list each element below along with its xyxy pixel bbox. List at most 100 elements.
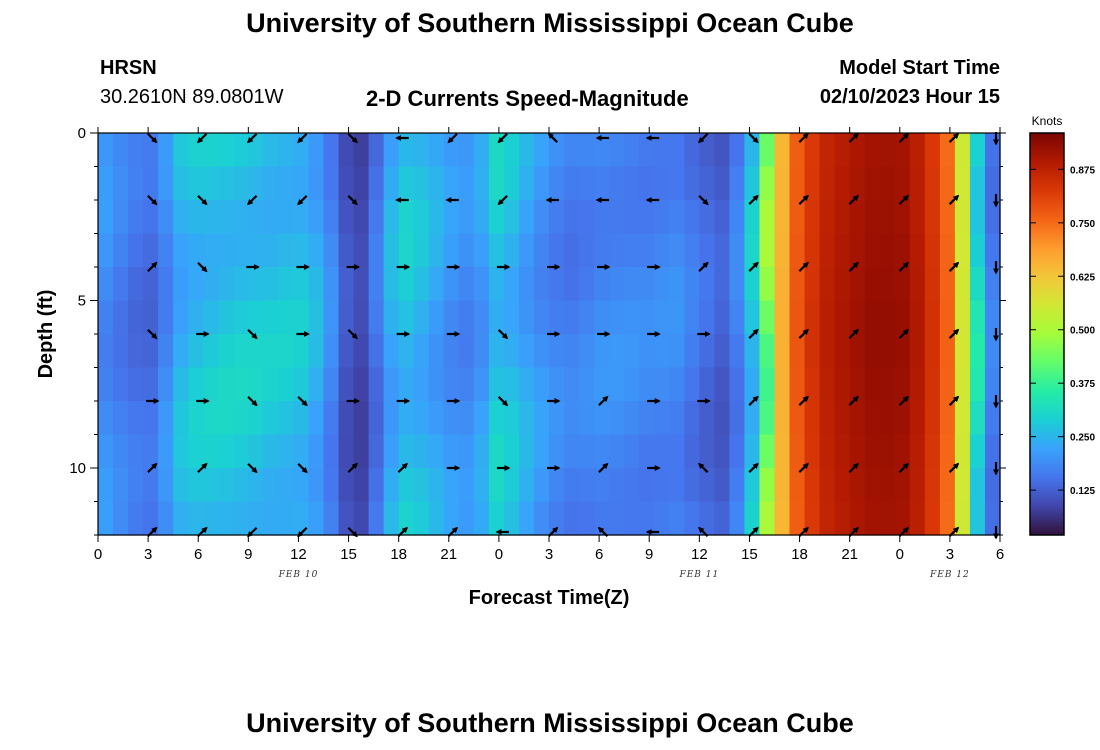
heat-cell (293, 267, 310, 302)
current-arrow (147, 329, 158, 340)
heat-cell (714, 401, 730, 436)
x-tick-label: 15 (340, 546, 357, 563)
heat-cell (864, 334, 881, 369)
colorbar-tick-label: 0.750 (1070, 219, 1095, 230)
current-arrow (497, 329, 509, 340)
heat-cell (488, 468, 505, 503)
current-arrow (848, 462, 859, 473)
heat-cell (413, 267, 430, 302)
heat-cell (533, 133, 550, 168)
heat-cell (158, 468, 174, 503)
heat-cell (113, 367, 129, 402)
heat-cell (218, 300, 234, 335)
heat-cell (533, 401, 550, 436)
heat-cell (984, 367, 1001, 402)
heat-cell (609, 401, 625, 436)
heat-cell (639, 401, 655, 436)
heat-cell (699, 300, 715, 335)
heat-cell (684, 468, 700, 503)
heat-cell (518, 233, 535, 268)
heat-cell (984, 133, 1001, 168)
heat-cell (203, 233, 219, 268)
heat-cell (143, 434, 159, 469)
heat-cell (894, 233, 911, 268)
heat-cell (804, 200, 821, 235)
heat-cell (909, 133, 926, 168)
heat-cell (338, 501, 355, 536)
heat-cell (113, 200, 129, 235)
heat-cell (729, 334, 746, 369)
heat-cell (984, 233, 1001, 268)
heat-cell (173, 267, 189, 302)
heat-cell (218, 367, 234, 402)
heat-cell (158, 300, 174, 335)
heat-cell (864, 300, 881, 335)
heat-cell (158, 233, 174, 268)
heat-cell (188, 300, 204, 335)
heat-cell (263, 133, 279, 168)
heat-cell (278, 300, 295, 335)
heat-cell (834, 133, 851, 168)
heat-cell (323, 300, 340, 335)
heat-cell (383, 166, 400, 201)
current-arrow (297, 133, 308, 144)
heat-cell (488, 401, 505, 436)
heat-cell (729, 133, 746, 168)
heat-cell (834, 334, 851, 369)
heat-cell (744, 334, 761, 369)
heat-cell (594, 434, 610, 469)
heat-cell (564, 401, 580, 436)
heat-cell (533, 434, 550, 469)
heat-cell (473, 200, 490, 235)
heat-cell (473, 267, 490, 302)
heat-cell (684, 367, 700, 402)
heat-cell (218, 267, 234, 302)
heat-cell (594, 468, 610, 503)
heat-cell (278, 233, 295, 268)
heat-cell (488, 233, 505, 268)
heat-cell (849, 401, 866, 436)
heat-cell (549, 334, 565, 369)
heat-cell (639, 367, 655, 402)
heat-cell (579, 367, 595, 402)
heat-cell (789, 468, 806, 503)
heat-cell (774, 468, 791, 503)
heat-cell (909, 200, 926, 235)
current-arrow (748, 462, 759, 473)
heat-cell (368, 468, 385, 503)
heat-cell (579, 267, 595, 302)
heat-cell (428, 133, 445, 168)
heat-cell (248, 267, 264, 302)
heat-cell (549, 434, 565, 469)
heat-cell (398, 501, 415, 536)
current-arrow (147, 261, 158, 272)
heat-cell (639, 133, 655, 168)
heat-cell (729, 200, 746, 235)
heat-cell (984, 401, 1001, 436)
heat-cell (503, 166, 520, 201)
heat-cell (894, 367, 911, 402)
heat-cell (879, 200, 896, 235)
heat-cell (759, 300, 776, 335)
heat-cell (804, 133, 821, 168)
heat-cell (188, 434, 204, 469)
heat-cell (473, 401, 490, 436)
heat-cell (804, 300, 821, 335)
heat-cell (909, 233, 926, 268)
heat-cell (293, 334, 310, 369)
current-arrow (247, 195, 258, 206)
heat-cell (143, 267, 159, 302)
heat-cell (624, 267, 640, 302)
heat-cell (173, 233, 189, 268)
heat-cell (323, 401, 340, 436)
heat-cell (383, 233, 400, 268)
heat-cell (143, 501, 159, 536)
heat-cell (428, 401, 445, 436)
model-start-value: 02/10/2023 Hour 15 (819, 86, 1000, 108)
heat-cell (173, 166, 189, 201)
heat-cell (819, 267, 836, 302)
heat-cell (594, 300, 610, 335)
heat-cell (819, 133, 836, 168)
heat-cell (579, 401, 595, 436)
heat-cell (323, 133, 340, 168)
